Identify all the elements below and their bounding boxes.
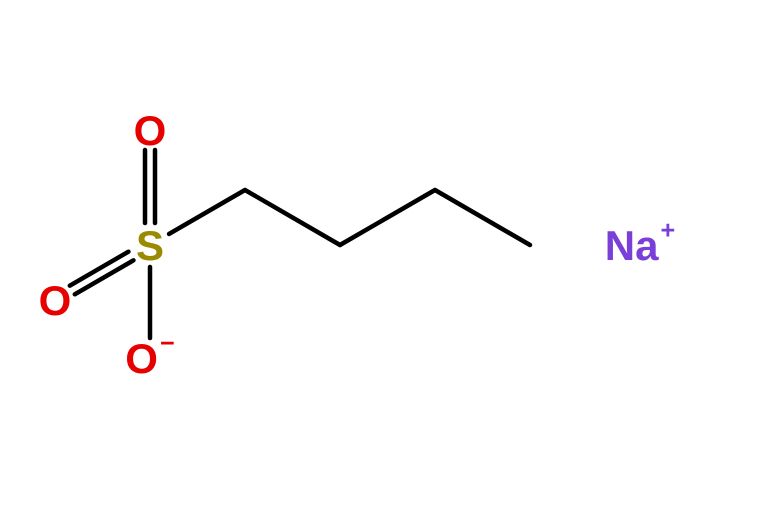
atom-O1: O bbox=[134, 107, 167, 154]
atom-O2: O bbox=[39, 277, 72, 324]
molecule-canvas: S O O O− Na+ bbox=[0, 0, 767, 512]
atom-O3: O− bbox=[125, 329, 174, 381]
atom-S: S bbox=[136, 222, 164, 269]
counterion-na: Na+ bbox=[605, 216, 675, 268]
